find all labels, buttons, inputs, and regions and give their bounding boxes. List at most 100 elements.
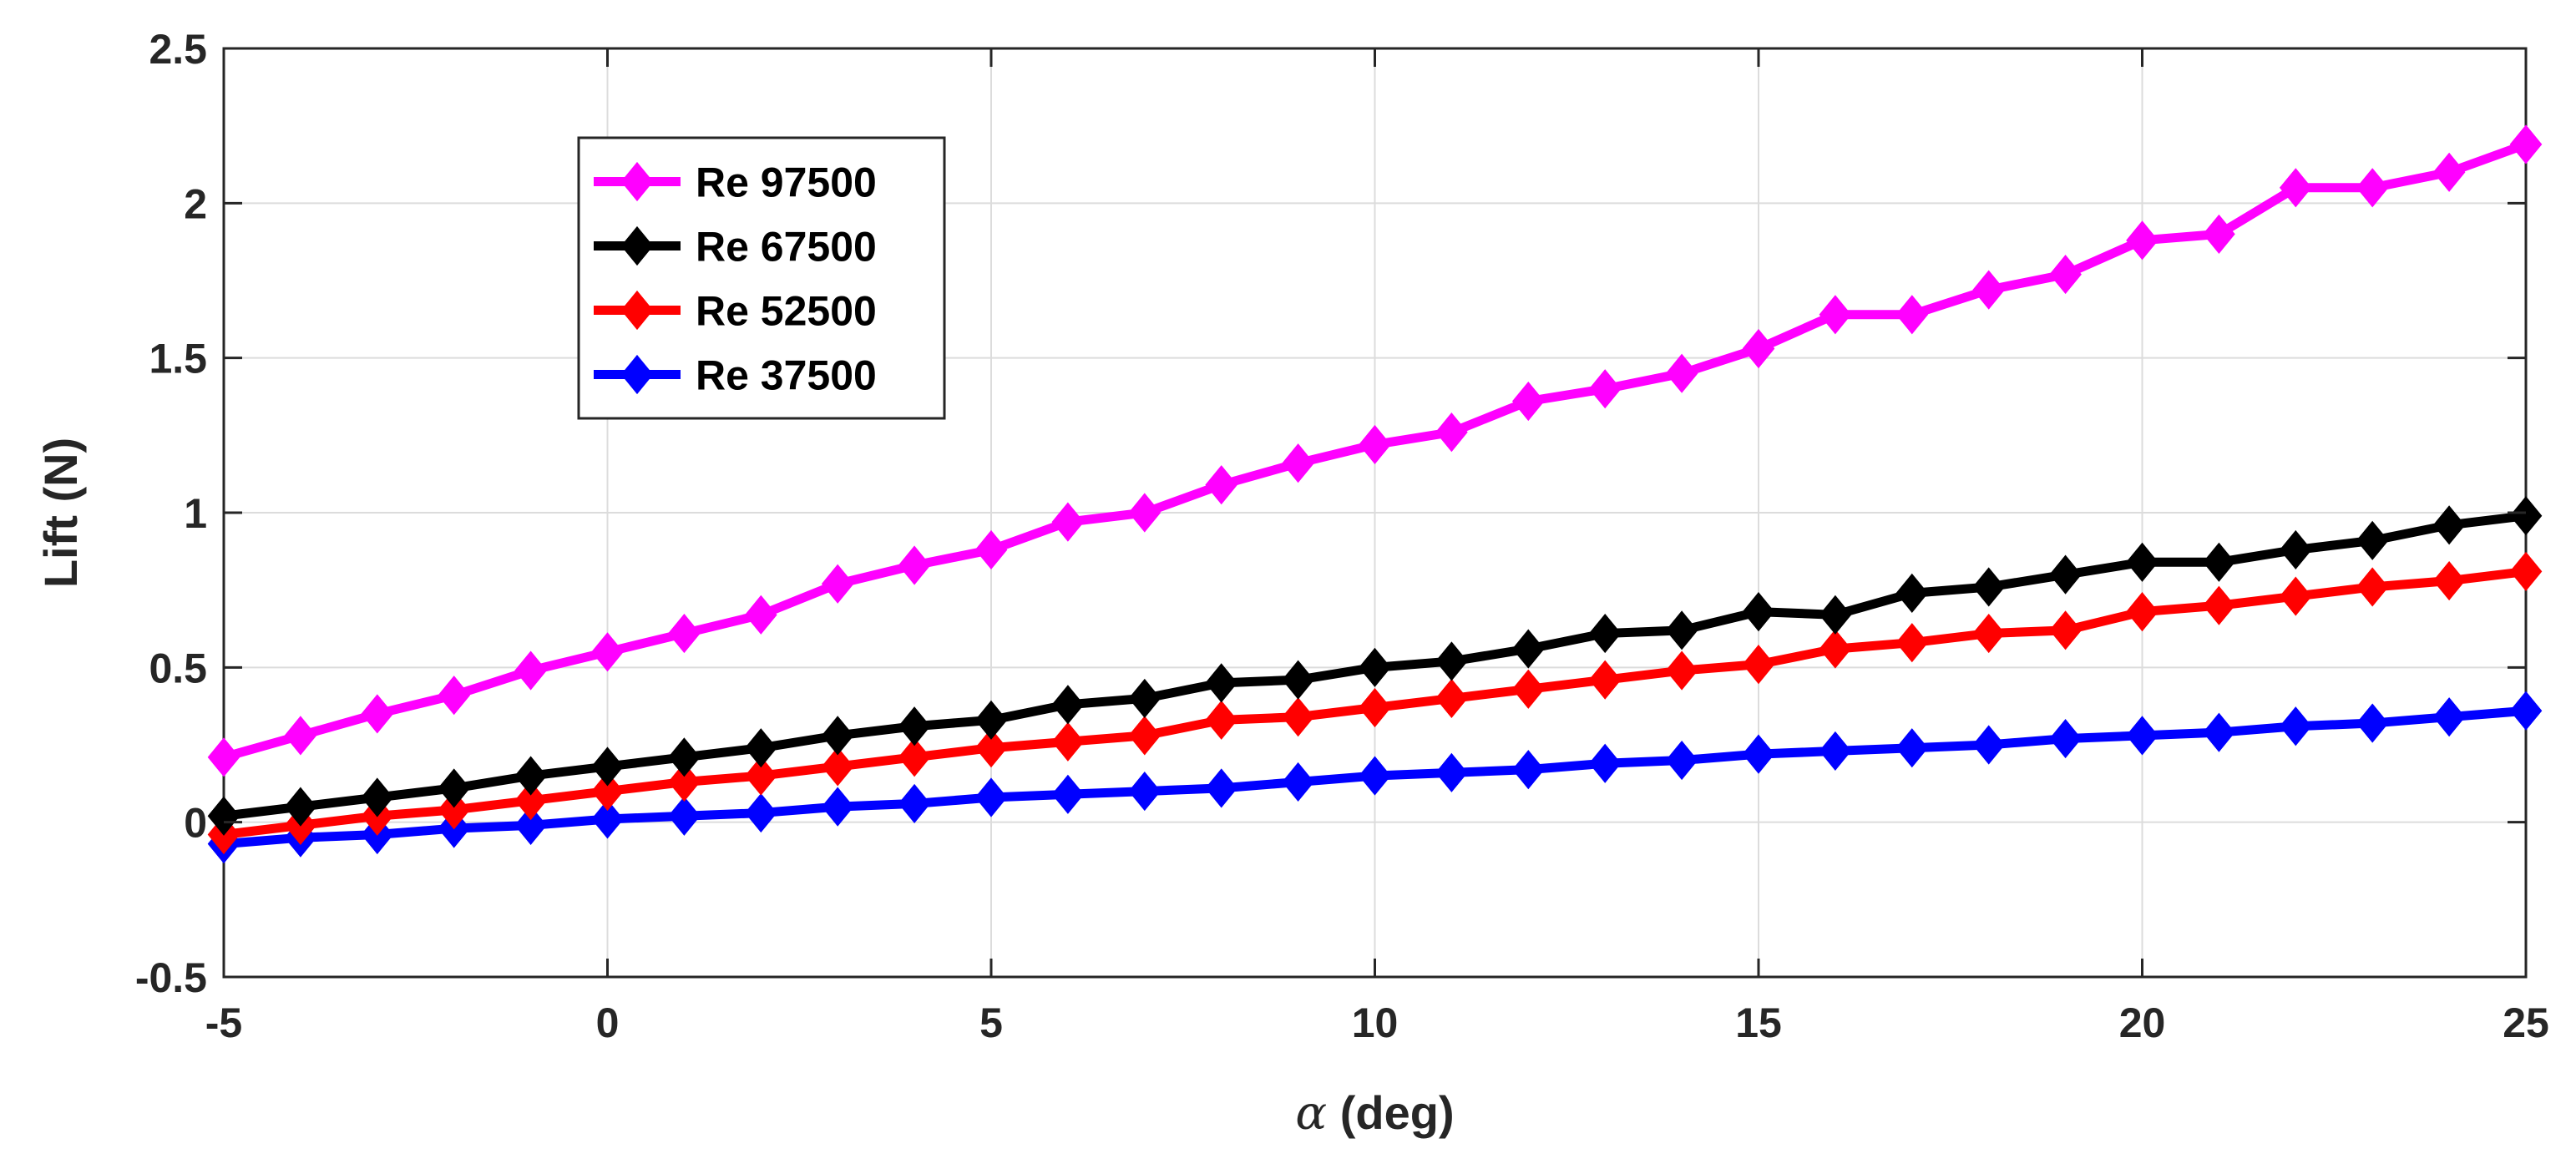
data-point	[438, 768, 471, 808]
legend-label: Re 67500	[696, 224, 877, 271]
data-point	[514, 781, 547, 821]
data-point	[1359, 424, 1391, 465]
y-tick-label: 0	[184, 800, 207, 847]
data-point	[1511, 629, 1545, 669]
x-tick-label: -5	[205, 999, 242, 1046]
data-point	[974, 700, 1008, 740]
data-point	[1205, 663, 1238, 703]
data-point	[1972, 613, 2006, 654]
data-point	[2356, 520, 2389, 560]
y-tick-label: 1.5	[149, 336, 207, 382]
data-point	[821, 787, 854, 827]
data-point	[1128, 493, 1161, 533]
data-point	[821, 564, 854, 604]
data-point	[1588, 743, 1622, 783]
data-point	[744, 792, 777, 833]
data-point	[1128, 678, 1161, 718]
series-re-97500	[207, 124, 2543, 777]
data-point	[2126, 220, 2158, 261]
data-point	[1972, 567, 2006, 607]
legend-label: Re 52500	[696, 288, 877, 335]
data-point	[1742, 734, 1775, 774]
data-point	[1742, 592, 1775, 632]
data-point	[744, 728, 777, 768]
data-point	[744, 595, 777, 635]
legend-swatch-marker	[620, 161, 654, 202]
data-point	[1128, 772, 1161, 812]
data-point	[361, 777, 394, 817]
data-point	[821, 716, 854, 756]
data-point	[2356, 168, 2389, 208]
data-point	[2049, 255, 2082, 295]
data-point	[2356, 703, 2389, 743]
data-point	[1435, 752, 1468, 792]
data-point	[821, 746, 854, 787]
data-point	[1511, 381, 1545, 422]
data-point	[2203, 542, 2235, 582]
x-tick-label: 25	[2503, 999, 2549, 1046]
data-point	[284, 716, 317, 756]
data-point	[2049, 554, 2082, 595]
data-point	[2203, 214, 2235, 254]
y-tick-label: 2	[184, 180, 207, 227]
data-point	[898, 706, 931, 746]
data-point	[2049, 610, 2082, 650]
data-point	[1359, 687, 1391, 728]
data-point	[2432, 560, 2466, 601]
data-point	[1895, 295, 1929, 335]
data-point	[2509, 496, 2543, 536]
x-tick-label: 0	[596, 999, 620, 1046]
y-axis-label: Lift (N)	[34, 438, 87, 588]
data-point	[1128, 716, 1161, 756]
data-point	[514, 805, 547, 845]
data-point	[2049, 719, 2082, 759]
data-point	[514, 756, 547, 796]
legend-swatch-marker	[620, 290, 654, 331]
data-point	[1435, 412, 1468, 453]
data-point	[1282, 762, 1314, 802]
legend-label: Re 97500	[696, 159, 877, 206]
y-tick-label: 1	[184, 490, 207, 537]
data-point	[1588, 613, 1622, 654]
data-point	[1051, 774, 1085, 814]
x-tick-label: 10	[1352, 999, 1399, 1046]
data-point	[668, 796, 701, 836]
x-tick-label: 5	[979, 999, 1003, 1046]
legend-item: Re 37500	[594, 352, 877, 399]
series-group	[207, 124, 2543, 864]
x-axis-label: α (deg)	[1295, 1086, 1454, 1141]
series-re-52500	[207, 551, 2543, 855]
data-point	[2509, 691, 2543, 731]
x-tick-label: 15	[1735, 999, 1782, 1046]
data-point	[1819, 629, 1852, 669]
data-point	[1359, 647, 1391, 687]
data-point	[1205, 465, 1238, 505]
data-point	[2279, 576, 2312, 616]
legend: Re 97500 Re 67500 Re 52500 Re 37500	[577, 136, 946, 420]
data-point	[1819, 595, 1852, 635]
data-point	[898, 783, 931, 824]
data-point	[974, 728, 1008, 768]
data-point	[2126, 716, 2158, 756]
data-point	[1588, 660, 1622, 700]
data-point	[2279, 706, 2312, 746]
data-point	[668, 737, 701, 777]
data-point	[668, 762, 701, 802]
data-point	[1665, 740, 1698, 781]
data-point	[1282, 443, 1314, 483]
data-point	[1819, 295, 1852, 335]
data-point	[1742, 645, 1775, 685]
y-tick-label: -0.5	[135, 954, 207, 1001]
x-axis-label-symbol: α	[1295, 1086, 1327, 1141]
data-point	[974, 529, 1008, 570]
data-point	[591, 799, 624, 839]
data-point	[1282, 697, 1314, 737]
legend-item: Re 52500	[594, 288, 877, 335]
data-point	[1665, 610, 1698, 650]
data-point	[2432, 505, 2466, 545]
data-point	[1051, 502, 1085, 542]
legend-item: Re 67500	[594, 224, 877, 271]
data-point	[1665, 650, 1698, 691]
